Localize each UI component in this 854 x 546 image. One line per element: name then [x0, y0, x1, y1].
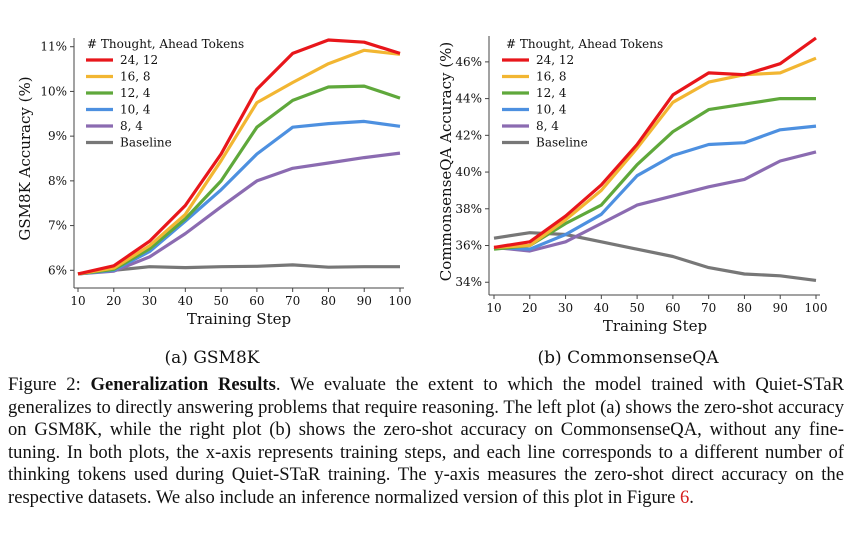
y-axis-label: GSM8K Accuracy (%): [16, 76, 34, 240]
caption-body-2: .: [689, 486, 694, 508]
legend-label-2: 12, 4: [536, 86, 567, 100]
chart-panel-1: 34% 36% 38% 40% 42% 44% 46% 10 20 30 40 50 60 70 80 90 1…: [437, 36, 827, 368]
legend: # Thought, Ahead Tokens 24, 12 16, 8 12, 4 1…: [502, 37, 663, 150]
legend-label-2: 12, 4: [120, 86, 151, 100]
x-tick-label: 70: [701, 301, 716, 315]
x-tick-label: 20: [522, 301, 537, 315]
x-tick-label: 30: [558, 301, 573, 315]
x-tick-label: 60: [249, 294, 264, 308]
x-tick-label: 90: [357, 294, 372, 308]
x-tick-label: 80: [321, 294, 336, 308]
series-line-2: [77, 84, 401, 276]
legend-label-1: 16, 8: [120, 70, 151, 84]
series-line-4: [493, 150, 817, 253]
x-tick-label: 10: [70, 294, 85, 308]
y-tick-label: 46%: [455, 55, 482, 69]
x-tick-label: 50: [213, 294, 228, 308]
legend-title: # Thought, Ahead Tokens: [506, 37, 663, 51]
x-tick-label: 90: [773, 301, 788, 315]
y-tick-label: 44%: [455, 92, 482, 106]
y-tick-label: 42%: [455, 128, 482, 142]
x-axis-label: Training Step: [187, 310, 291, 328]
legend-label-0: 24, 12: [120, 53, 158, 67]
series-line-3: [493, 124, 817, 251]
legend-label-4: 8, 4: [120, 119, 143, 133]
y-tick-label: 40%: [455, 165, 482, 179]
legend-label-5: Baseline: [536, 136, 588, 150]
series-line-0: [493, 36, 817, 249]
x-tick-label: 80: [737, 301, 752, 315]
y-tick-label: 34%: [455, 275, 482, 289]
x-tick-label: 30: [142, 294, 157, 308]
x-tick-label: 10: [486, 301, 501, 315]
y-tick-label: 6%: [48, 263, 67, 277]
y-tick-label: 7%: [48, 219, 67, 233]
figure-reference-link[interactable]: 6: [679, 486, 690, 508]
legend-label-1: 16, 8: [536, 70, 567, 84]
x-axis-label: Training Step: [603, 317, 707, 335]
x-tick-label: 100: [389, 294, 412, 308]
caption-body-1: . We evaluate the extent to which the mo…: [8, 374, 844, 508]
x-tick-label: 40: [178, 294, 193, 308]
legend-title: # Thought, Ahead Tokens: [87, 37, 244, 51]
series-line-4: [77, 151, 401, 276]
charts-canvas: 6% 7% 8% 9% 10% 11% 10 20 30 40 50 60 70 80 90 100 Train…: [16, 36, 827, 368]
legend: # Thought, Ahead Tokens 24, 12 16, 8 12, 4 1…: [86, 37, 244, 150]
y-tick-label: 10%: [40, 84, 67, 98]
x-tick-label: 40: [594, 301, 609, 315]
y-tick-label: 8%: [48, 174, 67, 188]
y-tick-label: 11%: [40, 40, 67, 54]
legend-label-4: 8, 4: [536, 119, 559, 133]
chart-subtitle: (b) CommonsenseQA: [538, 348, 720, 368]
series-line-1: [493, 56, 817, 249]
x-tick-label: 100: [805, 301, 828, 315]
legend-label-3: 10, 4: [120, 103, 151, 117]
y-tick-label: 38%: [455, 202, 482, 216]
series-line-0: [77, 38, 401, 276]
series-line-5: [77, 263, 400, 276]
y-tick-label: 36%: [455, 239, 482, 253]
chart-subtitle: (a) GSM8K: [165, 348, 260, 368]
chart-panel-0: 6% 7% 8% 9% 10% 11% 10 20 30 40 50 60 70 80 90 100 Train…: [16, 37, 411, 368]
legend-label-3: 10, 4: [536, 103, 567, 117]
x-tick-label: 70: [285, 294, 300, 308]
legend-label-0: 24, 12: [536, 53, 574, 67]
caption-label: Figure 2:: [8, 374, 81, 395]
caption-title: Generalization Results: [90, 374, 276, 395]
legend-label-5: Baseline: [120, 136, 172, 150]
x-tick-label: 60: [665, 301, 680, 315]
series-line-1: [77, 48, 401, 276]
x-tick-label: 50: [629, 301, 644, 315]
series-line-5: [493, 231, 817, 282]
y-tick-label: 9%: [48, 129, 67, 143]
x-tick-label: 20: [106, 294, 121, 308]
figure-caption: Figure 2: Generalization Results. We eva…: [8, 374, 844, 510]
y-axis-label: CommonsenseQA Accuracy (%): [437, 42, 455, 281]
